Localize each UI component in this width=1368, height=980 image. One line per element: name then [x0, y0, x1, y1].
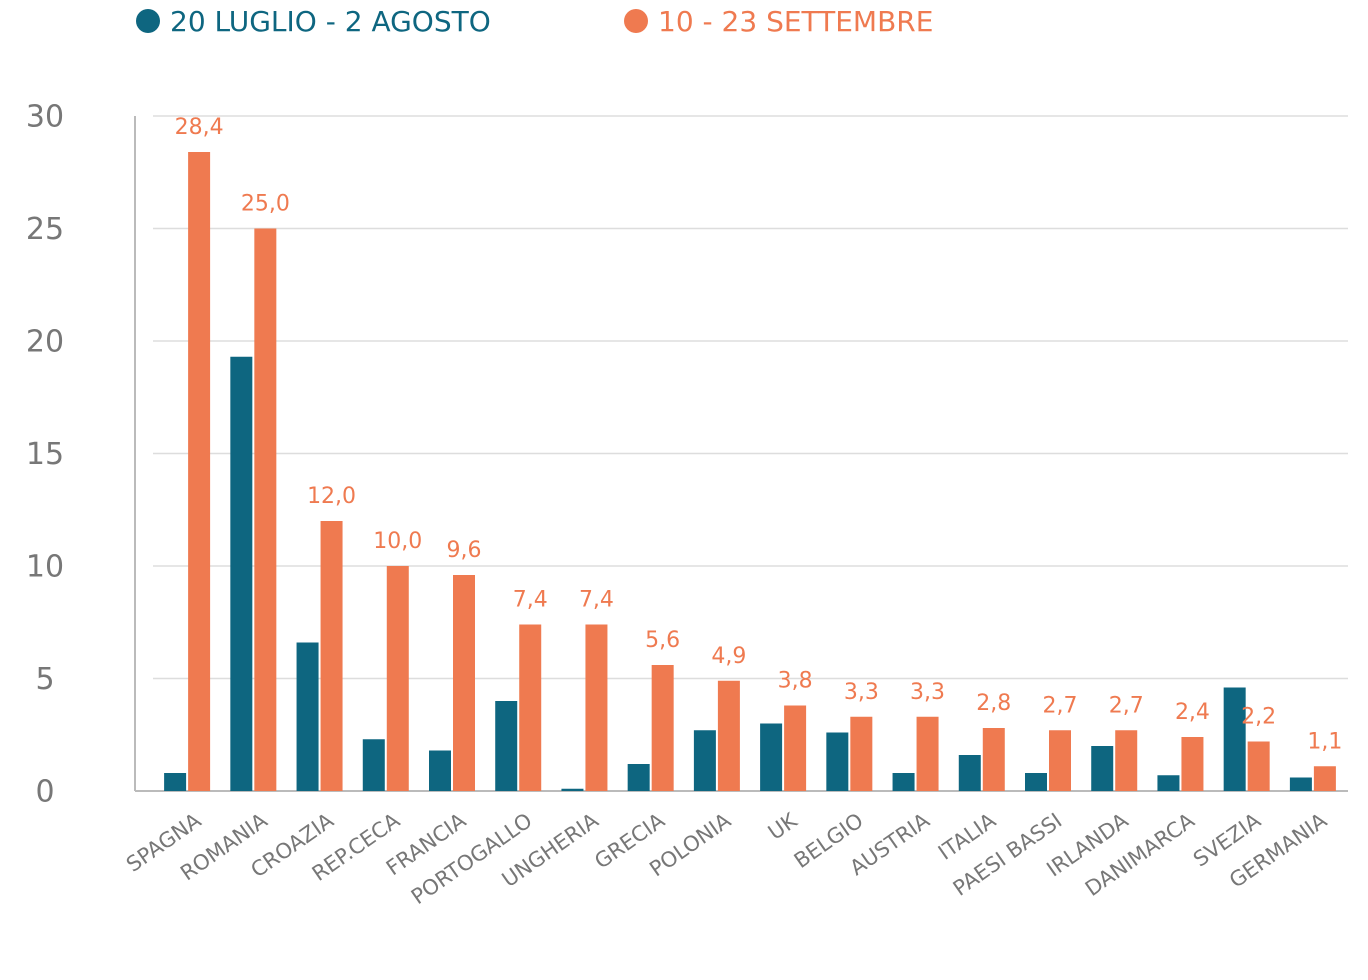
- bar: [1049, 730, 1071, 791]
- value-label: 2,7: [1109, 693, 1144, 718]
- bar: [982, 728, 1005, 791]
- bar: [188, 152, 211, 791]
- bar: [693, 730, 716, 791]
- y-tick-label: 15: [26, 437, 64, 472]
- bar: [386, 566, 409, 791]
- value-label: 4,9: [711, 644, 746, 669]
- legend-marker: [624, 9, 648, 33]
- bar: [1289, 777, 1312, 791]
- legend-marker: [136, 9, 160, 33]
- y-tick-label: 10: [26, 550, 64, 585]
- bar: [561, 788, 584, 791]
- bar: [784, 705, 807, 791]
- bar: [320, 521, 343, 791]
- bar: [585, 624, 608, 791]
- bar: [296, 642, 319, 791]
- x-tick-label: UK: [764, 808, 803, 845]
- bar: [826, 732, 849, 791]
- y-tick-label: 5: [35, 662, 54, 697]
- value-label: 3,8: [778, 669, 813, 694]
- bar: [1223, 687, 1246, 791]
- bar: [717, 680, 740, 791]
- legend-label: 20 LUGLIO - 2 AGOSTO: [170, 5, 491, 38]
- bar: [1115, 730, 1138, 791]
- bar: [1025, 773, 1047, 791]
- bar: [651, 665, 674, 791]
- value-label: 1,1: [1307, 729, 1342, 754]
- bar: [453, 575, 475, 791]
- legend-label: 10 - 23 SETTEMBRE: [658, 5, 933, 38]
- value-label: 25,0: [241, 192, 290, 217]
- value-label: 7,4: [579, 588, 614, 613]
- value-label: 2,2: [1241, 705, 1276, 730]
- bar: [429, 750, 451, 791]
- value-label: 28,4: [175, 115, 224, 140]
- bar: [958, 755, 981, 791]
- bar: [760, 723, 783, 791]
- bar: [254, 228, 277, 791]
- value-label: 2,4: [1175, 700, 1210, 725]
- y-tick-label: 0: [35, 775, 54, 810]
- bar: [1247, 741, 1270, 791]
- value-label: 5,6: [645, 628, 680, 653]
- y-tick-label: 25: [26, 212, 64, 247]
- value-label: 2,8: [976, 691, 1011, 716]
- value-label: 9,6: [447, 538, 482, 563]
- bar: [164, 773, 187, 791]
- bar: [1181, 737, 1204, 791]
- bar: [916, 716, 939, 791]
- value-label: 7,4: [513, 588, 548, 613]
- value-label: 2,7: [1043, 693, 1078, 718]
- value-label: 3,3: [844, 680, 879, 705]
- bar: [1157, 775, 1180, 791]
- value-label: 12,0: [307, 484, 356, 509]
- bar: [1091, 746, 1114, 791]
- bar: [1313, 766, 1336, 791]
- bar: [627, 764, 650, 791]
- y-tick-label: 20: [26, 325, 64, 360]
- value-label: 10,0: [373, 529, 422, 554]
- bar: [230, 356, 253, 791]
- bar: [892, 773, 915, 791]
- value-label: 3,3: [910, 680, 945, 705]
- bar: [495, 701, 518, 791]
- bar: [519, 624, 542, 791]
- y-tick-label: 30: [26, 100, 64, 135]
- bar: [850, 716, 873, 791]
- bar: [362, 739, 385, 791]
